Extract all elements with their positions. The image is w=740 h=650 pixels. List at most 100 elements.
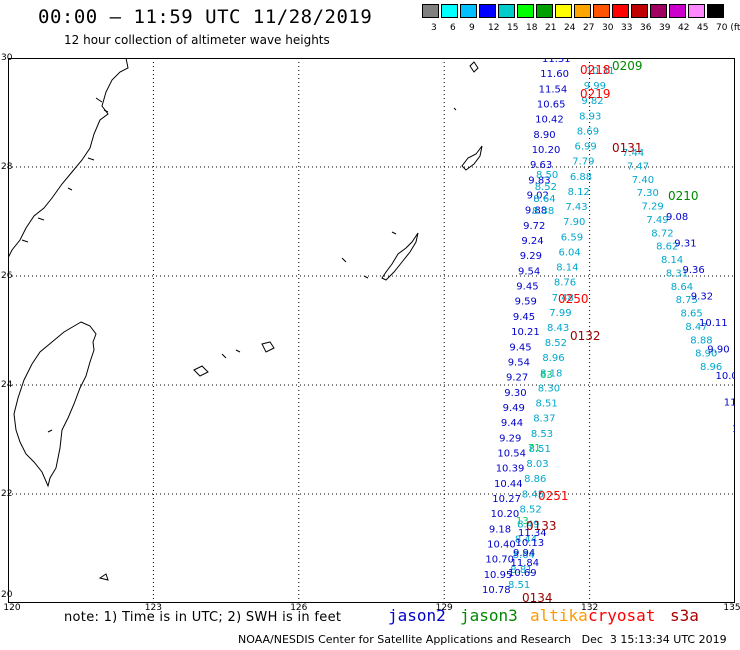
swh-value-jason2: 10.11 bbox=[699, 318, 728, 329]
swh-value-jason2: 10.21 bbox=[511, 327, 540, 338]
swh-value-jason3: 8.96 bbox=[700, 362, 722, 373]
map-title: 00:00 — 11:59 UTC 11/28/2019 bbox=[38, 6, 373, 28]
swh-value-jason2: 9.27 bbox=[506, 373, 528, 384]
swh-value-jason2: 10.40 bbox=[487, 540, 516, 551]
legend-label: 27 bbox=[583, 23, 595, 33]
small-island-1 bbox=[453, 107, 457, 111]
swh-value-jason2: 10.69 bbox=[508, 568, 537, 579]
swh-value-jason3: 7.49 bbox=[646, 215, 668, 226]
lat-tick-label: 28 bbox=[1, 162, 13, 172]
miyako-island bbox=[261, 341, 275, 353]
swh-value-jason2: 9.29 bbox=[520, 251, 542, 262]
swh-value-jason3: 8.62 bbox=[656, 242, 678, 253]
swh-value-jason3: 6.04 bbox=[559, 247, 581, 258]
lat-tick-label: 24 bbox=[1, 380, 13, 390]
swh-value-jason2: 10.13 bbox=[516, 538, 545, 549]
swh-value-jason3: 71 bbox=[528, 443, 541, 454]
swh-value-jason3: 9.82 bbox=[581, 96, 603, 107]
swh-value-jason2: 10.20 bbox=[491, 509, 520, 520]
satellite-altika: altika bbox=[530, 606, 588, 625]
lat-lon-grid bbox=[8, 58, 735, 603]
swh-value-jason2: 11.84 bbox=[511, 558, 540, 569]
swh-value-jason2: 9.02 bbox=[527, 191, 549, 202]
swh-value-jason3: 8.14 bbox=[661, 255, 683, 266]
swh-value-jason3: 8.86 bbox=[524, 474, 546, 485]
swh-value-jason2: 9.88 bbox=[525, 206, 547, 217]
swh-value-jason3: 8.18 bbox=[540, 368, 562, 379]
swh-value-jason2: 9.36 bbox=[683, 265, 705, 276]
swh-value-jason3: 8.69 bbox=[577, 127, 599, 138]
pass-label-s3a: 0133 bbox=[526, 519, 557, 533]
swh-value-jason2: 10.65 bbox=[537, 100, 566, 111]
lat-tick-label: 26 bbox=[1, 271, 13, 281]
legend-swatch bbox=[555, 4, 572, 18]
swh-value-jason3: 63 bbox=[540, 370, 553, 381]
legend-swatch bbox=[441, 4, 458, 18]
swh-value-jason3: 6.59 bbox=[561, 232, 583, 243]
pass-label-s3a: 0131 bbox=[612, 141, 643, 155]
swh-value-jason2: 11.54 bbox=[539, 84, 568, 95]
swh-value-jason2: 9.49 bbox=[503, 403, 525, 414]
swh-value-jason2: 9.45 bbox=[513, 312, 535, 323]
swh-value-jason3: 8.44 bbox=[515, 535, 537, 546]
legend-label: 33 bbox=[621, 23, 633, 33]
swh-value-jason2: 9.45 bbox=[516, 282, 538, 293]
swh-value-jason2: 9.18 bbox=[489, 524, 511, 535]
swh-value-jason3: 8.88 bbox=[690, 335, 712, 346]
swh-value-jason3: 13 bbox=[516, 516, 529, 527]
small-island-2 bbox=[221, 231, 397, 359]
legend-label: 45 bbox=[697, 23, 709, 33]
swh-value-jason2: 9.45 bbox=[509, 342, 531, 353]
swh-value-jason2: 10.20 bbox=[532, 145, 561, 156]
swh-value-jason3: 8.76 bbox=[554, 278, 576, 289]
small-island-3 bbox=[98, 573, 109, 581]
swh-value-jason3: 8.75 bbox=[676, 295, 698, 306]
swh-value-jason2: 10.70 bbox=[485, 555, 514, 566]
legend-swatch bbox=[707, 4, 724, 18]
swh-value-jason3: 8.14 bbox=[556, 263, 578, 274]
legend-swatch bbox=[422, 4, 439, 18]
legend-label: 24 bbox=[564, 23, 576, 33]
lon-tick-label: 120 bbox=[3, 603, 21, 613]
legend-label: 6 bbox=[450, 23, 456, 33]
swh-value-jason2: 9.72 bbox=[523, 221, 545, 232]
swh-value-jason2: 9.29 bbox=[499, 433, 521, 444]
swh-value-jason3: 8.64 bbox=[513, 550, 535, 561]
swh-value-jason2: 9.31 bbox=[674, 239, 696, 250]
pass-label-cryosat: 0219 bbox=[580, 87, 611, 101]
legend-swatch bbox=[574, 4, 591, 18]
swh-value-jason3: 7.44 bbox=[622, 148, 644, 159]
swh-value-jason3: 8.52 bbox=[535, 182, 557, 193]
swh-value-jason3: 7.79 bbox=[572, 157, 594, 168]
swh-value-jason3: 7.43 bbox=[565, 202, 587, 213]
swh-value-jason2: 10.95 bbox=[484, 570, 513, 581]
legend-label: 12 bbox=[488, 23, 500, 33]
swh-value-jason3: 8.64 bbox=[671, 282, 693, 293]
legend-label: 30 bbox=[602, 23, 614, 33]
swh-value-jason2: 9.83 bbox=[528, 175, 550, 186]
swh-value-jason3: 8.52 bbox=[520, 504, 542, 515]
pass-label-s3a: 0132 bbox=[570, 329, 601, 343]
swh-value-jason3: 8.45 bbox=[522, 489, 544, 500]
swh-value-jason3: 7.99 bbox=[549, 308, 571, 319]
map-frame bbox=[8, 58, 735, 603]
swh-value-jason3: 7.29 bbox=[642, 202, 664, 213]
pass-label-cryosat: 0251 bbox=[538, 489, 569, 503]
legend-label: 70 (ft) bbox=[716, 23, 740, 33]
lon-tick-label: 132 bbox=[581, 603, 599, 613]
satellite-jason3: jason3 bbox=[460, 606, 518, 625]
swh-value-jason3: 8.31 bbox=[666, 268, 688, 279]
swh-value-jason3: 8.03 bbox=[526, 459, 548, 470]
swh-value-jason2: 9.32 bbox=[691, 292, 713, 303]
swh-value-jason2: 10.27 bbox=[492, 494, 521, 505]
swh-value-jason2: 9.30 bbox=[504, 388, 526, 399]
coastlines bbox=[7, 57, 483, 581]
legend-swatch bbox=[612, 4, 629, 18]
swh-value-jason3: 8.65 bbox=[681, 309, 703, 320]
satellite-cryosat: cryosat bbox=[588, 606, 656, 625]
swh-value-jason2: 9.54 bbox=[518, 266, 540, 277]
legend-swatch bbox=[650, 4, 667, 18]
swh-value-jason3: 7.47 bbox=[627, 161, 649, 172]
wave-height-map: 11.31 11.60 11.54 10.65 10.42 8.90 10.20 9.63 9.… bbox=[7, 54, 740, 605]
